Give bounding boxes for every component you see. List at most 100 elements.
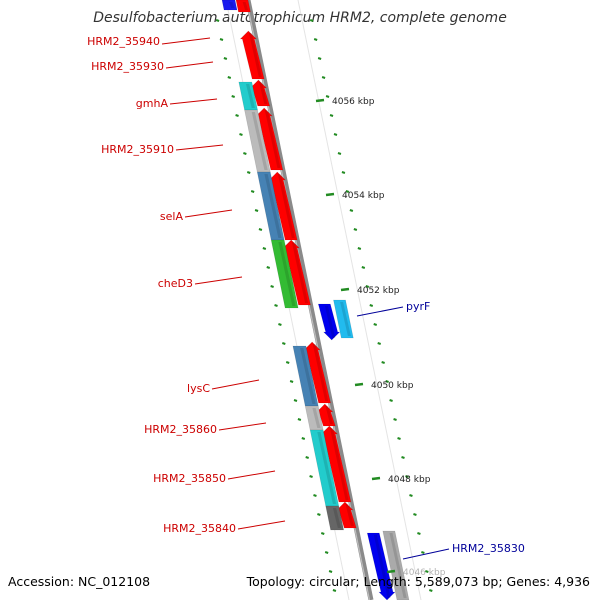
tick-mark-right <box>341 171 346 174</box>
tick-mark-right <box>369 304 374 307</box>
gene-label-hrm2_35930[interactable]: HRM2_35930 <box>91 60 164 73</box>
tick-mark-left <box>215 19 220 22</box>
scale-label: 4056 kbp <box>332 97 375 107</box>
gene-label-hrm2_35940[interactable]: HRM2_35940 <box>87 35 160 48</box>
label-leader-line <box>211 379 260 390</box>
tick-mark-right <box>389 399 393 402</box>
scale-labels: 4056 kbp 4054 kbp 4052 kbp 4050 kbp 4048 kbp… <box>315 97 446 578</box>
scale-major-tick <box>340 287 350 292</box>
tick-mark-left <box>266 266 271 269</box>
feature-shade <box>312 408 321 428</box>
tick-mark-left <box>309 475 313 478</box>
tick-mark-left <box>258 228 263 231</box>
feature-shade <box>277 174 295 238</box>
tick-mark-left <box>262 247 267 250</box>
tick-mark-left <box>281 342 286 345</box>
feature-block[interactable] <box>317 303 341 341</box>
label-leader-line <box>184 209 233 218</box>
feature-shade <box>340 302 351 336</box>
feature-shade <box>242 2 249 10</box>
tick-mark-left <box>219 38 224 41</box>
feature-shade <box>300 348 316 404</box>
feature-shade <box>245 84 255 108</box>
feature-shade <box>329 428 349 500</box>
feature-tracks <box>221 0 410 600</box>
feature-block[interactable] <box>366 532 396 600</box>
feature-shade <box>264 110 281 168</box>
feature-block[interactable] <box>239 30 265 80</box>
feature-block[interactable] <box>333 299 354 339</box>
gene-labels: HRM2_35940 HRM2_35930 gmhA HRM2_35910 selA ch… <box>87 35 525 555</box>
gene-label-hrm2_35860[interactable]: HRM2_35860 <box>144 423 217 436</box>
scale-label: 4054 kbp <box>342 191 385 201</box>
label-leader-line <box>237 520 286 530</box>
label-leader-lines <box>161 37 450 560</box>
tick-mark-right <box>361 266 366 269</box>
tick-mark-right <box>321 76 326 79</box>
tick-mark-right <box>317 57 322 60</box>
gene-label-pyrf[interactable]: pyrF <box>406 300 430 313</box>
tick-mark-left <box>317 513 321 516</box>
feature-shade <box>251 112 268 170</box>
tick-mark-left <box>328 570 333 573</box>
feature-shade <box>248 33 262 77</box>
tick-mark-right <box>373 323 378 326</box>
gene-label-hrm2_35840[interactable]: HRM2_35840 <box>163 522 236 535</box>
gene-label-hrm2_35830[interactable]: HRM2_35830 <box>452 542 525 555</box>
tick-mark-right <box>377 342 382 345</box>
feature-block[interactable] <box>382 530 410 600</box>
tick-mark-left <box>278 323 282 326</box>
accession-text: Accession: NC_012108 <box>8 574 151 589</box>
feature-shade <box>317 432 337 504</box>
scale-label: 4050 kbp <box>371 381 414 391</box>
tick-mark-right <box>393 418 397 421</box>
tick-mark-left <box>250 190 255 193</box>
feature-block[interactable] <box>235 0 251 13</box>
tick-mark-left <box>285 361 290 364</box>
gene-label-hrm2_35850[interactable]: HRM2_35850 <box>153 472 226 485</box>
feature-block[interactable] <box>270 239 299 309</box>
label-leader-line <box>227 470 276 480</box>
scale-major-tick <box>386 569 396 574</box>
feature-shade <box>332 508 342 528</box>
tick-mark-left <box>227 76 232 79</box>
gene-label-hrm2_35910[interactable]: HRM2_35910 <box>101 143 174 156</box>
feature-shade <box>264 174 282 238</box>
tick-mark-left <box>231 95 235 98</box>
tick-mark-right <box>409 494 413 497</box>
tick-mark-right <box>357 247 362 250</box>
tick-mark-left <box>270 285 274 288</box>
scale-major-tick <box>371 476 381 481</box>
feature-shade <box>345 504 354 526</box>
feature-shade <box>312 344 329 401</box>
tick-mark-left <box>246 171 251 174</box>
tick-mark-left <box>313 494 317 497</box>
tick-mark-right <box>329 114 334 117</box>
label-leader-line <box>218 422 267 431</box>
tick-mark-right <box>365 285 370 288</box>
feature-block[interactable] <box>325 505 345 531</box>
gene-label-ched3[interactable]: cheD3 <box>158 277 193 290</box>
gene-label-gmha[interactable]: gmhA <box>136 97 169 110</box>
tick-mark-right <box>401 456 405 459</box>
feature-shade <box>278 242 296 306</box>
map-title: Desulfobacterium autotrophicum HRM2, com… <box>93 10 507 26</box>
tick-mark-left <box>293 399 298 402</box>
tick-mark-right <box>417 532 421 535</box>
tick-mark-right <box>353 228 358 231</box>
feature-block[interactable] <box>221 0 238 11</box>
gene-label-lysc[interactable]: lysC <box>187 382 210 395</box>
feature-shade <box>325 406 333 424</box>
scale-label: 4046 kbp <box>403 568 446 578</box>
tick-mark-right <box>428 589 433 592</box>
tick-mark-left <box>320 532 325 535</box>
tick-mark-left <box>301 437 306 440</box>
tick-mark-left <box>274 304 278 307</box>
label-leader-line <box>165 61 214 69</box>
gene-label-sela[interactable]: selA <box>160 210 184 223</box>
scale-label: 4048 kbp <box>388 475 431 485</box>
label-leader-line <box>169 98 218 105</box>
scale-major-tick <box>354 382 364 387</box>
